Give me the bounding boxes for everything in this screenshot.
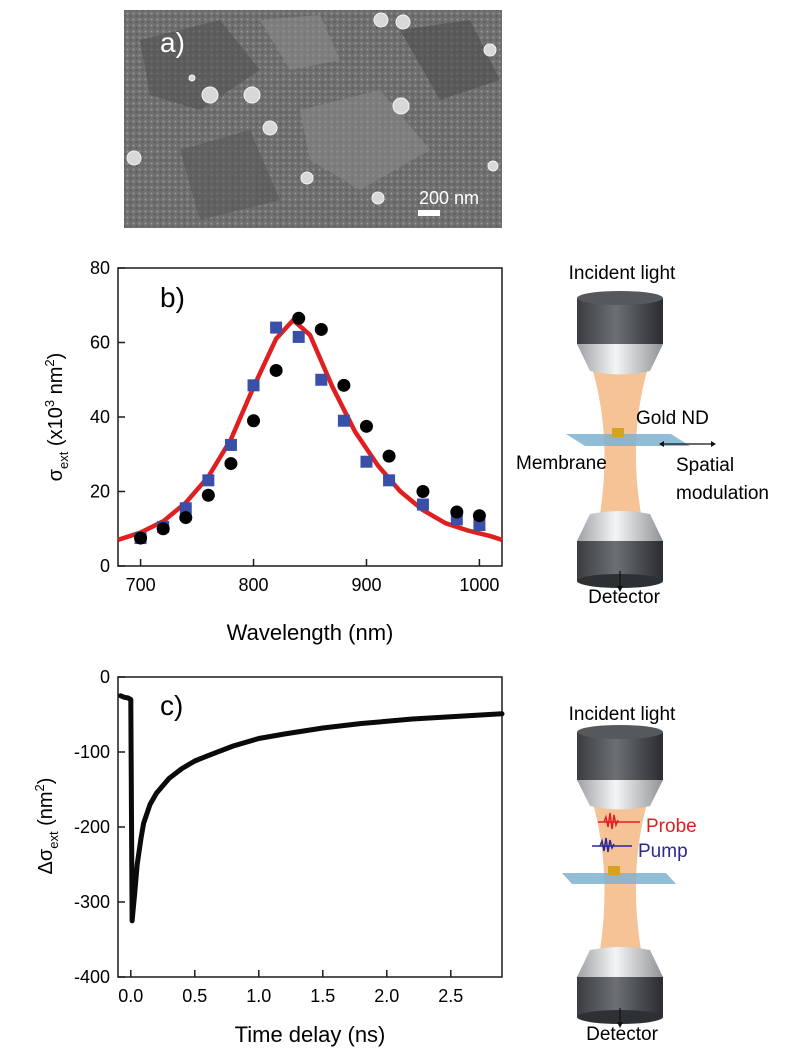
sem-image-panel: a) 200 nm xyxy=(124,10,502,228)
chart-b-xlabel: Wavelength (nm) xyxy=(227,620,394,645)
spatial-modulation-arrow-head-left xyxy=(659,441,664,447)
chart-b-circle-point xyxy=(359,419,373,433)
chart-c-ytick-label: -300 xyxy=(74,892,110,912)
chart-c: c) Time delay (ns) Δσext (nm2) 0.0 0.5 1.0… xyxy=(32,667,505,1047)
scale-bar-label: 200 nm xyxy=(419,188,479,208)
chart-b-ytick-label: 0 xyxy=(100,556,110,576)
chart-b-square-point xyxy=(360,455,373,468)
chart-c-xtick-label: 2.0 xyxy=(374,986,399,1006)
chart-b-ytick-label: 40 xyxy=(90,407,110,427)
chart-b-circle-point xyxy=(292,311,306,325)
chart-b-xtick-label: 1000 xyxy=(459,575,499,595)
detector-arrow-head-c xyxy=(617,1022,623,1028)
chart-b-ticks: 700 800 900 1000 0 20 40 60 80 xyxy=(90,258,499,595)
spatial-modulation-arrow-head-right xyxy=(711,441,716,447)
chart-c-trace xyxy=(118,693,505,924)
probe-pulse xyxy=(598,812,640,830)
objective-top-cap xyxy=(577,298,663,344)
chart-c-ytick-label: 0 xyxy=(100,667,110,687)
chart-b-ytick-label: 60 xyxy=(90,333,110,353)
chart-b-ylabel: σext (x103 nm2) xyxy=(42,353,71,482)
chart-b-points xyxy=(134,311,486,545)
chart-b-circle-point xyxy=(224,457,238,471)
schematic-b: Incident light Gold ND Membrane Spatial … xyxy=(516,263,769,608)
chart-c-ylabel: Δσext (nm2) xyxy=(32,778,61,875)
chart-b-square-point xyxy=(416,498,429,511)
chart-c-xtick-label: 1.5 xyxy=(310,986,335,1006)
chart-b-square-point xyxy=(270,321,283,334)
modulation-label: modulation xyxy=(676,483,769,504)
schematic-c-incident-label: Incident light xyxy=(569,704,676,725)
chart-b-square-point xyxy=(337,414,350,427)
chart-b-circle-point xyxy=(382,449,396,463)
chart-b-fit-line xyxy=(117,317,503,543)
panel-c-label: c) xyxy=(160,690,183,721)
schematic-b-detector-label: Detector xyxy=(588,587,660,608)
chart-b-circle-point xyxy=(416,485,430,498)
chart-c-xtick-label: 0.0 xyxy=(118,986,143,1006)
membrane-c xyxy=(562,873,676,884)
chart-b-square-point xyxy=(473,519,486,532)
membrane xyxy=(566,434,690,446)
objective-top-cone xyxy=(577,344,663,375)
chart-b-square-point xyxy=(224,438,237,451)
chart-b-ytick-label: 80 xyxy=(90,258,110,278)
chart-b-square-point xyxy=(315,373,328,386)
spatial-label: Spatial xyxy=(676,455,734,476)
pump-pulse xyxy=(592,837,632,853)
chart-b-circle-point xyxy=(472,509,486,523)
chart-b-square-point xyxy=(179,502,192,515)
chart-c-xtick-label: 0.5 xyxy=(182,986,207,1006)
chart-b-circle-point xyxy=(201,488,215,502)
gold-nanodisk-c xyxy=(608,866,620,875)
schematic-b-incident-label: Incident light xyxy=(569,263,676,284)
chart-b-circle-point xyxy=(134,531,148,545)
chart-b-square-point xyxy=(202,474,215,487)
chart-b-square-point xyxy=(247,379,260,392)
detector-arrow-head xyxy=(617,586,623,592)
chart-c-ticks: 0.0 0.5 1.0 1.5 2.0 2.5 0 -100 -200 -300 -400 xyxy=(74,667,463,1006)
objective-top-cone-c xyxy=(577,780,663,810)
objective-bottom-cone xyxy=(577,511,663,541)
chart-b-square-point xyxy=(383,474,396,487)
chart-b-circle-point xyxy=(314,322,328,336)
probe-label: Probe xyxy=(646,816,697,837)
chart-b-circle-point xyxy=(247,414,261,428)
objective-top-cap-rim-c xyxy=(577,725,663,739)
chart-c-xtick-label: 2.5 xyxy=(438,986,463,1006)
chart-c-xtick-label: 1.0 xyxy=(246,986,271,1006)
chart-c-ytick-label: -100 xyxy=(74,742,110,762)
chart-b-circle-point xyxy=(450,505,464,519)
chart-b-circle-point xyxy=(156,522,170,536)
chart-b-circle-point xyxy=(337,378,351,392)
chart-c-ytick-label: -200 xyxy=(74,817,110,837)
schematic-c-detector-label: Detector xyxy=(586,1024,658,1045)
chart-c-xlabel: Time delay (ns) xyxy=(235,1022,386,1047)
objective-top-cap-c xyxy=(577,732,663,780)
pump-label: Pump xyxy=(638,841,688,862)
scale-bar xyxy=(418,210,440,216)
chart-b-xtick-label: 800 xyxy=(239,575,269,595)
objective-top-cap-rim xyxy=(577,291,663,305)
gold-nd-label: Gold ND xyxy=(636,408,709,429)
sem-grains xyxy=(140,15,500,220)
gold-nanodisk xyxy=(612,428,624,437)
sem-particles xyxy=(126,12,499,205)
schematic-c: Incident light Probe Pump Detector xyxy=(562,704,697,1045)
chart-b-xtick-label: 700 xyxy=(126,575,156,595)
chart-b: b) Wavelength (nm) σext (x103 nm2) 700 80… xyxy=(42,258,503,645)
chart-b-square-point xyxy=(292,330,305,343)
chart-b-xtick-label: 900 xyxy=(351,575,381,595)
chart-c-ytick-label: -400 xyxy=(74,967,110,987)
chart-b-circle-point xyxy=(179,511,193,525)
chart-b-circle-point xyxy=(269,363,283,377)
panel-a-label: a) xyxy=(160,27,185,58)
membrane-label: Membrane xyxy=(516,453,607,474)
panel-b-label: b) xyxy=(160,282,185,313)
chart-b-ytick-label: 20 xyxy=(90,482,110,502)
chart-c-frame xyxy=(117,676,503,978)
objective-bottom-cone-c xyxy=(577,947,663,977)
